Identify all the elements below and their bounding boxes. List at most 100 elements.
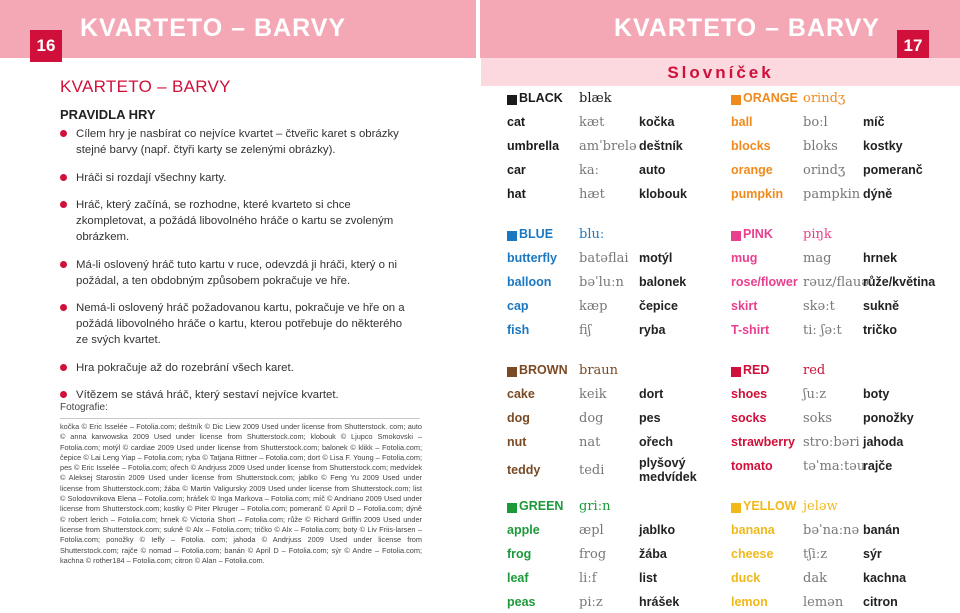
rules-title: KVARTETO – BARVY (60, 77, 231, 96)
rules-list: Cílem hry je nasbírat co nejvíce kvartet… (60, 126, 410, 415)
pronunciation: batəflai (579, 251, 629, 266)
vocab-row: fish fiʃ ryba (507, 318, 735, 342)
english-word: dog (507, 411, 530, 425)
pronunciation: dog (579, 411, 604, 426)
english-word: car (507, 163, 526, 177)
pronunciation: kaː (579, 163, 600, 178)
vocabulary-title: Slovníček (667, 63, 774, 82)
color-square-icon (731, 95, 741, 105)
color-name: BLUE (519, 227, 554, 241)
english-word: nut (507, 435, 527, 449)
pronunciation: tiː ʃəːt (803, 323, 842, 338)
pronunciation: skəːt (803, 299, 835, 314)
rule-item: Hráč, který začíná, se rozhodne, které k… (60, 197, 410, 245)
color-square-icon (731, 231, 741, 241)
right-page-number: 17 (897, 30, 929, 62)
czech-word: citron (863, 595, 898, 609)
vocab-row: dog dog pes (507, 406, 735, 430)
czech-word: pomeranč (863, 163, 923, 177)
english-word: fish (507, 323, 530, 337)
czech-word: pes (639, 411, 661, 425)
divider (60, 418, 420, 419)
left-page-number: 16 (30, 30, 62, 62)
rule-item: Nemá-li oslovený hráč požadovanou kartu,… (60, 300, 410, 348)
vocab-row: nut nat ořech (507, 430, 735, 454)
vocab-row: cheese tʃiːz sýr (731, 542, 959, 566)
pronunciation: ʃuːz (803, 387, 827, 402)
vocab-row: cake keik dort (507, 382, 735, 406)
english-word: mug (731, 251, 758, 265)
vocab-group-blue: BLUE bluː butterfly batəflai motýl balloon bəˈ… (507, 222, 735, 342)
czech-word: deštník (639, 139, 683, 153)
rule-text: Vítězem se stává hráč, který sestaví nej… (76, 389, 339, 401)
vocab-row: skirt skəːt sukně (731, 294, 959, 318)
bullet-icon (60, 304, 67, 311)
vocab-row: teddy tedi plyšový medvídek (507, 454, 735, 486)
czech-word: tričko (863, 323, 898, 337)
rule-item: Vítězem se stává hráč, který sestaví nej… (60, 387, 410, 403)
vocab-group-header: BLUE bluː (507, 222, 735, 246)
vocab-group-header: ORANGE orindʒ (731, 86, 959, 110)
color-name: PINK (743, 227, 773, 241)
english-word: peas (507, 595, 536, 609)
rule-text: Hráč, který začíná, se rozhodne, které k… (76, 199, 394, 243)
pronunciation: soks (803, 411, 833, 426)
czech-word: dýně (863, 187, 893, 201)
english-word: pumpkin (731, 187, 784, 201)
pronunciation: amˈbrelə (579, 139, 637, 154)
vocab-row: car kaː auto (507, 158, 735, 182)
czech-word: růže/květina (863, 275, 936, 289)
rule-text: Hra pokračuje až do rozebrání všech kare… (76, 361, 294, 374)
rule-item: Hráči si rozdají všechny karty. (60, 170, 410, 186)
pronunciation: lemən (803, 595, 844, 610)
czech-word: banán (863, 523, 900, 537)
left-header-bar: KVARTETO – BARVY (0, 0, 476, 58)
vocab-group-yellow: YELLOW jeləw banana bəˈnaːnə banán cheese tʃiː… (731, 494, 959, 613)
color-pronunciation: griːn (579, 499, 611, 514)
english-word: frog (507, 547, 532, 561)
czech-word: ponožky (863, 411, 914, 425)
pronunciation: stroːbəri (803, 435, 860, 450)
vocab-group-orange: ORANGE orindʒ ball boːl míč blocks bloks kostky… (731, 86, 959, 206)
photo-credits-text: kočka © Eric Isselée – Fotolia.com; dešt… (60, 422, 422, 565)
vocab-row: butterfly batəflai motýl (507, 246, 735, 270)
czech-word: auto (639, 163, 666, 177)
czech-word: klobouk (639, 187, 687, 201)
english-word: lemon (731, 595, 768, 609)
english-word: duck (731, 571, 761, 585)
vocab-row: frog frog žába (507, 542, 735, 566)
vocabulary-band (481, 58, 960, 86)
pronunciation: piːz (579, 595, 603, 610)
english-word: cheese (731, 547, 774, 561)
rule-item: Má-li oslovený hráč tuto kartu v ruce, o… (60, 257, 410, 289)
vocab-row: strawberry stroːbəri jahoda (731, 430, 959, 454)
pronunciation: pampkin (803, 187, 861, 202)
czech-word: rajče (863, 459, 893, 473)
color-name: ORANGE (743, 91, 798, 105)
vocab-group-black: BLACK blæk cat kæt kočka umbrella amˈbrelə dešt… (507, 86, 735, 206)
rule-text: Nemá-li oslovený hráč požadovanou kartu,… (76, 302, 405, 346)
czech-word: ořech (639, 435, 674, 449)
english-word: rose/flower (731, 275, 798, 289)
czech-word: kočka (639, 115, 675, 129)
photo-credits-label: Fotografie: (60, 402, 108, 413)
czech-word: sýr (863, 547, 882, 561)
color-square-icon (507, 503, 517, 513)
color-pronunciation: braun (579, 363, 619, 378)
vocab-group-header: RED red (731, 358, 959, 382)
czech-word: ryba (639, 323, 666, 337)
color-square-icon (731, 503, 741, 513)
pronunciation: æpl (579, 523, 604, 538)
vocab-group-green: GREEN griːn apple æpl jablko frog frog žába leaf… (507, 494, 735, 613)
pronunciation: orindʒ (803, 163, 846, 178)
english-word: balloon (507, 275, 552, 289)
english-word: strawberry (731, 435, 795, 449)
pronunciation: təˈmaːtəu (803, 459, 866, 474)
bullet-icon (60, 201, 67, 208)
rules-subtitle: PRAVIDLA HRY (60, 107, 156, 122)
pronunciation: nat (579, 435, 601, 450)
color-pronunciation: jeləw (803, 499, 838, 514)
czech-word: boty (863, 387, 890, 401)
vocab-row: T-shirt tiː ʃəːt tričko (731, 318, 959, 342)
english-word: cat (507, 115, 526, 129)
